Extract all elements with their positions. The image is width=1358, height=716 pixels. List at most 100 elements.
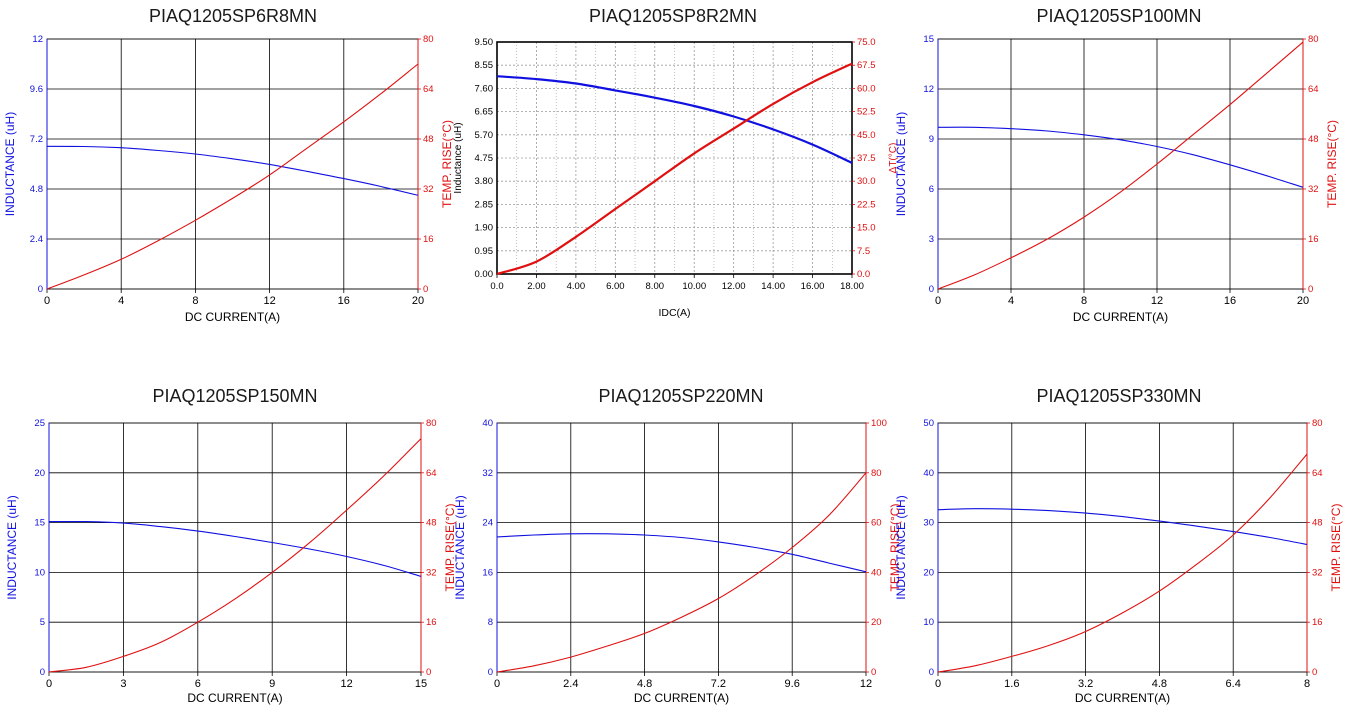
chart-1-y-axis-title: INDUCTANCE (uH) (3, 112, 17, 216)
chart-2-ytick-label: 9.50 (475, 37, 494, 48)
chart-5-x-axis-title: DC CURRENT(A) (634, 691, 729, 705)
chart-6-inductance-line (937, 508, 1308, 546)
chart-4-temp-rise-line (48, 438, 422, 673)
chart-6-ytick-label: 0 (929, 667, 934, 678)
chart-4-ytick-label: 15 (34, 518, 45, 529)
chart-6-ytick-label: 10 (923, 617, 934, 628)
chart-2-xtick-label: 18.00 (840, 281, 864, 292)
chart-5-y2tick-label: 20 (871, 617, 882, 628)
chart-title-3: PIAQ1205SP100MN (1036, 6, 1202, 26)
chart-5-ytick-label: 40 (482, 418, 493, 429)
chart-6-temp-rise-line (937, 453, 1308, 673)
chart-6-ytick-label: 40 (923, 468, 934, 479)
chart-4-ytick-label: 25 (34, 418, 45, 429)
chart-3-y2tick-label: 16 (1308, 234, 1319, 245)
chart-1-frame (46, 38, 419, 290)
chart-title-2: PIAQ1205SP8R2MN (588, 6, 758, 26)
chart-5-y2tick-label: 80 (871, 468, 882, 479)
chart-2-y2-axis-title: ΔT(°C) (888, 143, 899, 174)
chart-6-xtick-label: 4.8 (1152, 678, 1167, 690)
chart-2-xtick-label: 12.00 (722, 281, 746, 292)
chart-4-xtick-label: 6 (195, 678, 201, 690)
chart-4-xtick-label: 0 (46, 678, 52, 690)
chart-5-xtick-label: 9.6 (785, 678, 800, 690)
chart-3-xtick-label: 8 (1081, 295, 1087, 307)
chart-3-xtick-label: 20 (1297, 295, 1309, 307)
chart-5-y-axis-title: INDUCTANCE (uH) (453, 495, 467, 599)
chart-2-ytick-label: 6.65 (475, 107, 494, 118)
chart-4-xtick-label: 9 (269, 678, 275, 690)
chart-6-y-axis-title: INDUCTANCE (uH) (894, 495, 908, 599)
chart-2-xtick-label: 16.00 (801, 281, 825, 292)
chart-1-ytick-label: 2.4 (30, 234, 43, 245)
chart-2-xtick-label: 6.00 (606, 281, 625, 292)
chart-6-ytick-label: 50 (923, 418, 934, 429)
chart-2-y2tick-label: 30.0 (857, 176, 876, 187)
chart-6-ytick-label: 30 (923, 518, 934, 529)
chart-5-ytick-label: 8 (488, 617, 493, 628)
chart-5-frame (496, 422, 867, 673)
chart-6-xtick-label: 1.6 (1004, 678, 1019, 690)
chart-2-y2tick-label: 7.5 (857, 246, 870, 257)
chart-5-y2tick-label: 0 (871, 667, 876, 678)
chart-2-xtick-label: 10.00 (682, 281, 706, 292)
chart-1-ytick-label: 0 (38, 284, 43, 295)
chart-5-xtick-label: 4.8 (637, 678, 652, 690)
chart-4-inductance-line (48, 520, 422, 577)
chart-title-1: PIAQ1205SP6R8MN (148, 6, 318, 26)
chart-3-y-axis-title: INDUCTANCE (uH) (894, 112, 908, 216)
chart-3-xtick-label: 4 (1008, 295, 1014, 307)
chart-5-y2tick-label: 100 (871, 418, 887, 429)
chart-1-ytick-label: 12 (32, 34, 43, 45)
chart-4-y2-axis-title: TEMP. RISE(°C) (443, 504, 457, 592)
chart-5-ytick-label: 24 (482, 518, 493, 529)
chart-2-y2tick-label: 60.0 (857, 83, 876, 94)
chart-3-xtick-label: 16 (1224, 295, 1236, 307)
chart-2-y2tick-label: 15.0 (857, 223, 876, 234)
chart-title-5: PIAQ1205SP220MN (598, 386, 764, 406)
chart-1-ytick-label: 9.6 (30, 84, 43, 95)
chart-6-y2tick-label: 32 (1312, 567, 1323, 578)
chart-5-y2tick-label: 60 (871, 518, 882, 529)
chart-3-ytick-label: 6 (929, 184, 934, 195)
chart-2-y2tick-label: 45.0 (857, 130, 876, 141)
chart-1-y2-axis-title: TEMP. RISE(°C) (440, 120, 454, 208)
chart-6-y2tick-label: 64 (1312, 468, 1323, 479)
chart-1-ytick-label: 4.8 (30, 184, 43, 195)
chart-5-xtick-label: 2.4 (563, 678, 578, 690)
chart-1-y2tick-label: 32 (423, 184, 434, 195)
chart-4-y2tick-label: 80 (426, 418, 437, 429)
chart-5-xtick-label: 12 (860, 678, 872, 690)
chart-4-y2tick-label: 64 (426, 468, 437, 479)
chart-3-y2-axis-title: TEMP. RISE(°C) (1325, 120, 1339, 208)
chart-2-xtick-label: 2.00 (527, 281, 546, 292)
chart-1-x-axis-title: DC CURRENT(A) (185, 310, 280, 324)
chart-6-frame (937, 422, 1308, 673)
chart-3-ytick-label: 3 (929, 234, 934, 245)
chart-4-y2tick-label: 16 (426, 617, 437, 628)
chart-4-y-axis-title: INDUCTANCE (uH) (5, 495, 19, 599)
chart-4-ytick-label: 0 (40, 667, 45, 678)
chart-2-inductance-line (496, 75, 853, 164)
chart-3-ytick-label: 0 (929, 284, 934, 295)
chart-4-xtick-label: 15 (415, 678, 427, 690)
chart-1-xtick-label: 8 (192, 295, 198, 307)
chart-3-x-axis-title: DC CURRENT(A) (1073, 310, 1168, 324)
chart-2-temp-rise-line (496, 62, 853, 276)
chart-1-y2tick-label: 16 (423, 234, 434, 245)
chart-3-frame (937, 38, 1304, 290)
chart-1-ytick-label: 7.2 (30, 134, 43, 145)
chart-2-xtick-label: 4.00 (567, 281, 586, 292)
chart-2-y-axis-title: Inductance (uH) (453, 122, 464, 193)
chart-4-y2tick-label: 48 (426, 518, 437, 529)
chart-3-y2tick-label: 48 (1308, 134, 1319, 145)
chart-title-4: PIAQ1205SP150MN (152, 386, 318, 406)
chart-4-xtick-label: 3 (120, 678, 126, 690)
chart-2-ytick-label: 0.95 (475, 246, 494, 257)
